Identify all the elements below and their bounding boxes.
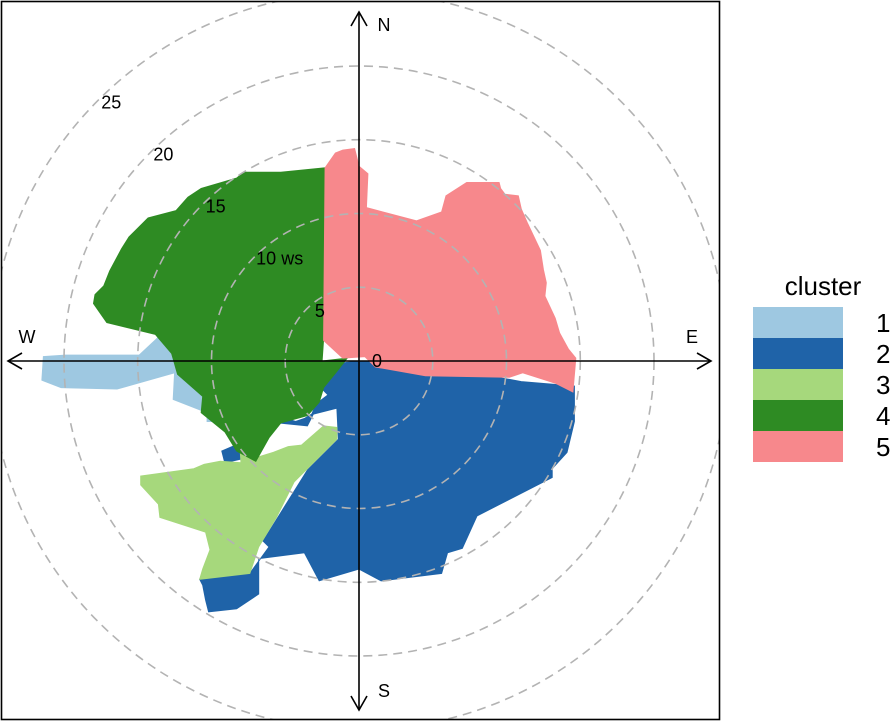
legend-swatch-2 bbox=[753, 338, 843, 369]
direction-label-e: E bbox=[686, 327, 698, 347]
legend-label-3: 3 bbox=[876, 370, 890, 400]
direction-label-n: N bbox=[378, 15, 391, 35]
legend-label-1: 1 bbox=[876, 308, 890, 338]
direction-label-s: S bbox=[378, 681, 390, 701]
ring-label-10: 10 ws bbox=[256, 249, 303, 269]
ring-label-5: 5 bbox=[315, 301, 325, 321]
plot-border bbox=[0, 0, 721, 721]
cluster-4-region bbox=[92, 167, 349, 462]
east-arrow bbox=[696, 352, 713, 370]
ring-label-15: 15 bbox=[206, 197, 226, 217]
compass-axes: N E S W bbox=[6, 10, 713, 712]
legend-swatch-5 bbox=[753, 431, 843, 462]
ring-label-0: 0 bbox=[372, 351, 382, 371]
north-arrow bbox=[350, 10, 368, 27]
west-arrow bbox=[6, 352, 23, 370]
cluster-3-region bbox=[140, 424, 338, 580]
south-arrow bbox=[350, 695, 368, 712]
legend-swatch-1 bbox=[753, 307, 843, 338]
cluster-regions bbox=[41, 148, 577, 613]
direction-label-w: W bbox=[19, 327, 36, 347]
ring-label-25: 25 bbox=[101, 92, 121, 112]
legend-label-4: 4 bbox=[876, 401, 890, 431]
legend-label-2: 2 bbox=[876, 339, 890, 369]
radial-tick-labels: 0 5 10 ws 15 20 25 bbox=[101, 92, 382, 371]
cluster-2-region bbox=[198, 360, 575, 613]
legend-title: cluster bbox=[785, 271, 862, 301]
ring-label-20: 20 bbox=[153, 144, 173, 164]
legend-swatch-4 bbox=[753, 400, 843, 431]
cluster-5-region bbox=[323, 148, 577, 393]
legend-label-5: 5 bbox=[876, 432, 890, 462]
legend-swatch-3 bbox=[753, 369, 843, 400]
